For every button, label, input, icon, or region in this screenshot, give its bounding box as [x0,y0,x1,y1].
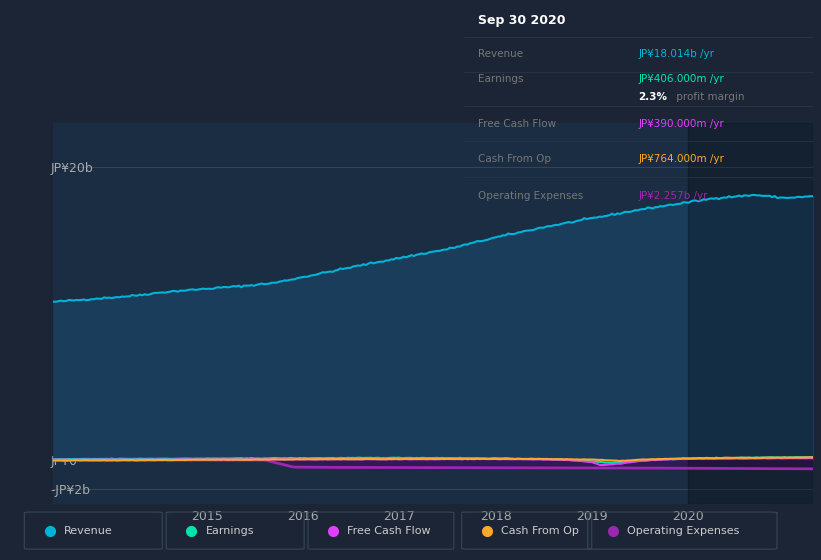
Text: Revenue: Revenue [64,526,112,535]
Text: JP¥764.000m /yr: JP¥764.000m /yr [639,154,724,164]
Text: Operating Expenses: Operating Expenses [627,526,740,535]
Text: Operating Expenses: Operating Expenses [478,191,583,201]
Text: Sep 30 2020: Sep 30 2020 [478,14,566,27]
Text: JP¥2.257b /yr: JP¥2.257b /yr [639,191,708,201]
Text: Cash From Op: Cash From Op [478,154,551,164]
Text: Revenue: Revenue [478,49,523,59]
Text: Free Cash Flow: Free Cash Flow [478,119,556,129]
Text: JP¥18.014b /yr: JP¥18.014b /yr [639,49,714,59]
Text: JP¥390.000m /yr: JP¥390.000m /yr [639,119,724,129]
Text: JP¥406.000m /yr: JP¥406.000m /yr [639,73,724,83]
Text: profit margin: profit margin [673,92,745,102]
Text: Free Cash Flow: Free Cash Flow [347,526,431,535]
Text: 2.3%: 2.3% [639,92,667,102]
Text: Earnings: Earnings [478,73,523,83]
Text: Cash From Op: Cash From Op [501,526,579,535]
Text: Earnings: Earnings [205,526,254,535]
Bar [688,123,813,504]
